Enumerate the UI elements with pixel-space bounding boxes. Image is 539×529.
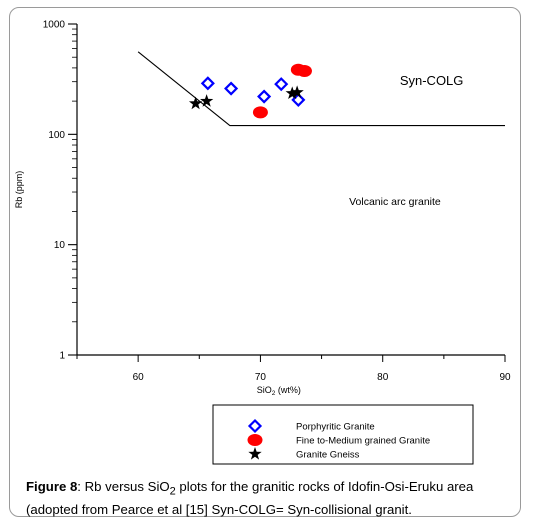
caption-text-2: plots for the granitic rocks of Idofin-O… — [26, 479, 474, 517]
granite-gneiss-point — [199, 94, 214, 107]
porphyritic-granite-point — [200, 76, 215, 91]
legend-diamond-marker — [247, 418, 263, 434]
legend-circle-marker — [247, 434, 263, 446]
rb-sio2-plot: 1 10 100 1000 60 70 80 90 SiO2 (wt%) Rb (ppm) Syn-… — [14, 20, 511, 465]
granite-gneiss-point — [188, 96, 203, 110]
caption-sub: 2 — [169, 485, 176, 498]
x-tick-label: 90 — [499, 372, 511, 383]
figure-caption: Figure 8: Rb versus SiO2 plots for the g… — [26, 478, 516, 519]
caption-text-1: : Rb versus SiO — [77, 479, 170, 494]
legend-porphyritic-granite: Porphyritic Granite — [296, 422, 375, 433]
y-tick-label: 1 — [59, 351, 65, 362]
porphyritic-granite-point — [224, 81, 239, 96]
fine-medium-granite-point — [296, 64, 312, 77]
legend-fine-medium-granite: Fine to-Medium grained Granite — [296, 436, 430, 447]
y-tick-label: 100 — [48, 130, 65, 141]
x-tick-label: 70 — [255, 372, 267, 383]
y-tick-label: 1000 — [43, 20, 66, 31]
granite-gneiss-point — [285, 86, 299, 100]
figure-frame — [9, 7, 521, 517]
porphyritic-granite-point — [257, 89, 272, 104]
y-tick-label: 10 — [54, 240, 66, 251]
y-axis-title: Rb (ppm) — [14, 171, 24, 209]
boundary-line — [137, 51, 505, 127]
caption-label: Figure 8 — [26, 479, 78, 494]
porphyritic-granite-point — [274, 77, 289, 92]
x-tick-label: 60 — [133, 372, 145, 383]
syn-colg-label: Syn-COLG — [400, 73, 464, 88]
x-tick-label: 80 — [377, 372, 389, 383]
legend-granite-gneiss: Granite Gneiss — [296, 450, 360, 461]
legend-star-marker — [248, 447, 262, 460]
fine-medium-granite-point — [252, 106, 268, 119]
x-axis-title: SiO2 (wt%) — [257, 385, 301, 397]
volcanic-arc-label: Volcanic arc granite — [349, 196, 441, 208]
granite-gneiss-point — [290, 85, 304, 99]
